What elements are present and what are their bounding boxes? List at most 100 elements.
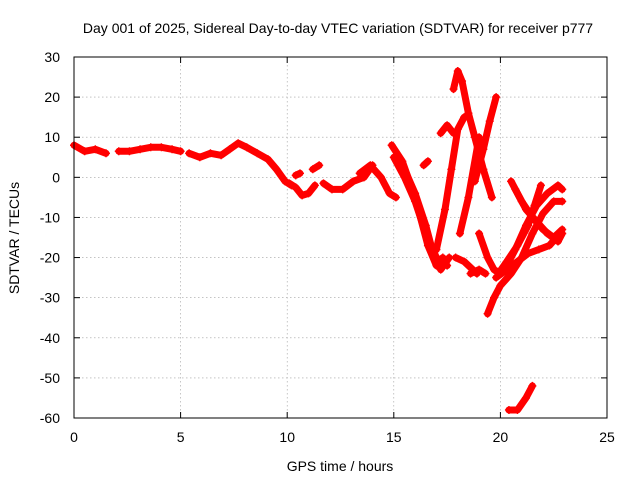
- data-point: [195, 153, 204, 162]
- axis-ticks: 0 5 10 15 20 25 30 20 10 0 -10 -20 -30 -40 -50 -60: [40, 49, 615, 445]
- data-point: [449, 85, 458, 94]
- data-point: [217, 151, 226, 160]
- data-point: [443, 121, 452, 130]
- data-point: [534, 245, 543, 254]
- data-point: [502, 257, 511, 266]
- data-point: [539, 209, 548, 218]
- data-point: [430, 253, 439, 262]
- data-point: [524, 249, 533, 258]
- x-tick-label: 0: [70, 429, 78, 445]
- data-point: [447, 165, 456, 174]
- data-point: [475, 229, 484, 238]
- data-point: [359, 173, 368, 182]
- data-point: [466, 269, 475, 278]
- data-point: [101, 149, 110, 158]
- data-point: [421, 221, 430, 230]
- data-point: [543, 189, 552, 198]
- data-point: [291, 183, 300, 192]
- y-tick-label: 30: [44, 49, 60, 65]
- series-line: [185, 139, 295, 189]
- data-series: [70, 67, 567, 414]
- series-line: [401, 165, 453, 274]
- data-point: [483, 309, 492, 318]
- data-point: [176, 147, 185, 156]
- data-point: [475, 265, 484, 274]
- data-point: [556, 229, 565, 238]
- data-point: [423, 157, 432, 166]
- y-tick-label: -60: [40, 410, 60, 426]
- data-point: [511, 185, 520, 194]
- data-point: [492, 93, 501, 102]
- data-point: [298, 191, 307, 200]
- y-tick-label: -40: [40, 330, 60, 346]
- data-point: [387, 141, 396, 150]
- x-tick-label: 10: [279, 429, 295, 445]
- data-point: [391, 193, 400, 202]
- data-point: [496, 281, 505, 290]
- data-point: [315, 161, 324, 170]
- data-point: [338, 185, 347, 194]
- data-point: [453, 125, 462, 134]
- data-point: [451, 253, 460, 262]
- data-point: [319, 179, 328, 188]
- grid: [74, 57, 607, 418]
- data-point: [295, 169, 304, 178]
- data-point: [449, 129, 458, 138]
- data-point: [285, 179, 294, 188]
- data-point: [272, 165, 281, 174]
- y-tick-label: 20: [44, 89, 60, 105]
- data-point: [513, 405, 522, 414]
- data-point: [464, 109, 473, 118]
- data-point: [553, 181, 562, 190]
- data-point: [490, 293, 499, 302]
- data-point: [304, 189, 313, 198]
- data-point: [440, 205, 449, 214]
- data-point: [528, 229, 537, 238]
- x-tick-label: 25: [599, 429, 615, 445]
- plot-frame: [73, 56, 608, 419]
- data-point: [389, 153, 398, 162]
- x-tick-label: 5: [177, 429, 185, 445]
- data-point: [253, 149, 262, 158]
- data-point: [513, 241, 522, 250]
- data-point: [168, 145, 177, 154]
- series-line: [356, 161, 400, 201]
- data-point: [455, 229, 464, 238]
- data-point: [91, 145, 100, 154]
- data-point: [460, 257, 469, 266]
- data-point: [504, 405, 513, 414]
- data-point: [487, 193, 496, 202]
- data-point: [558, 197, 567, 206]
- data-point: [494, 269, 503, 278]
- data-point: [234, 139, 243, 148]
- data-point: [528, 381, 537, 390]
- data-point: [366, 161, 375, 170]
- x-tick-label: 15: [386, 429, 402, 445]
- data-point: [507, 177, 516, 186]
- x-tick-label: 20: [493, 429, 509, 445]
- data-point: [125, 147, 134, 156]
- y-tick-label: 10: [44, 129, 60, 145]
- data-point: [521, 393, 530, 402]
- series-line: [70, 141, 110, 157]
- chart-title: Day 001 of 2025, Sidereal Day-to-day VTE…: [83, 20, 593, 36]
- data-point: [479, 145, 488, 154]
- data-point: [80, 147, 89, 156]
- data-point: [524, 221, 533, 230]
- data-point: [264, 155, 273, 164]
- y-axis-label: SDTVAR / TECUs: [6, 182, 22, 294]
- y-tick-label: -50: [40, 370, 60, 386]
- data-point: [157, 143, 166, 152]
- data-point: [349, 177, 358, 186]
- series-line: [456, 133, 483, 237]
- data-point: [419, 161, 428, 170]
- data-point: [355, 169, 364, 178]
- data-point: [453, 67, 462, 76]
- data-point: [291, 171, 300, 180]
- data-point: [485, 117, 494, 126]
- data-point: [377, 173, 386, 182]
- data-point: [411, 189, 420, 198]
- data-point: [532, 217, 541, 226]
- y-tick-label: -10: [40, 209, 60, 225]
- series-line: [494, 181, 545, 278]
